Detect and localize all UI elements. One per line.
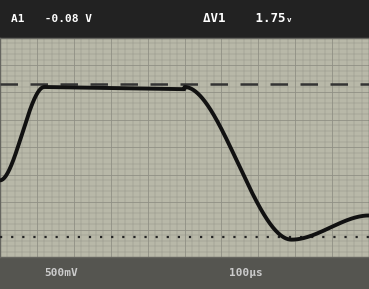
Text: 100μs: 100μs — [229, 268, 262, 278]
Text: ΔV1    1.75ᵥ: ΔV1 1.75ᵥ — [203, 12, 293, 25]
Text: A1   -0.08 V: A1 -0.08 V — [11, 14, 92, 24]
Text: 500mV: 500mV — [44, 268, 78, 278]
